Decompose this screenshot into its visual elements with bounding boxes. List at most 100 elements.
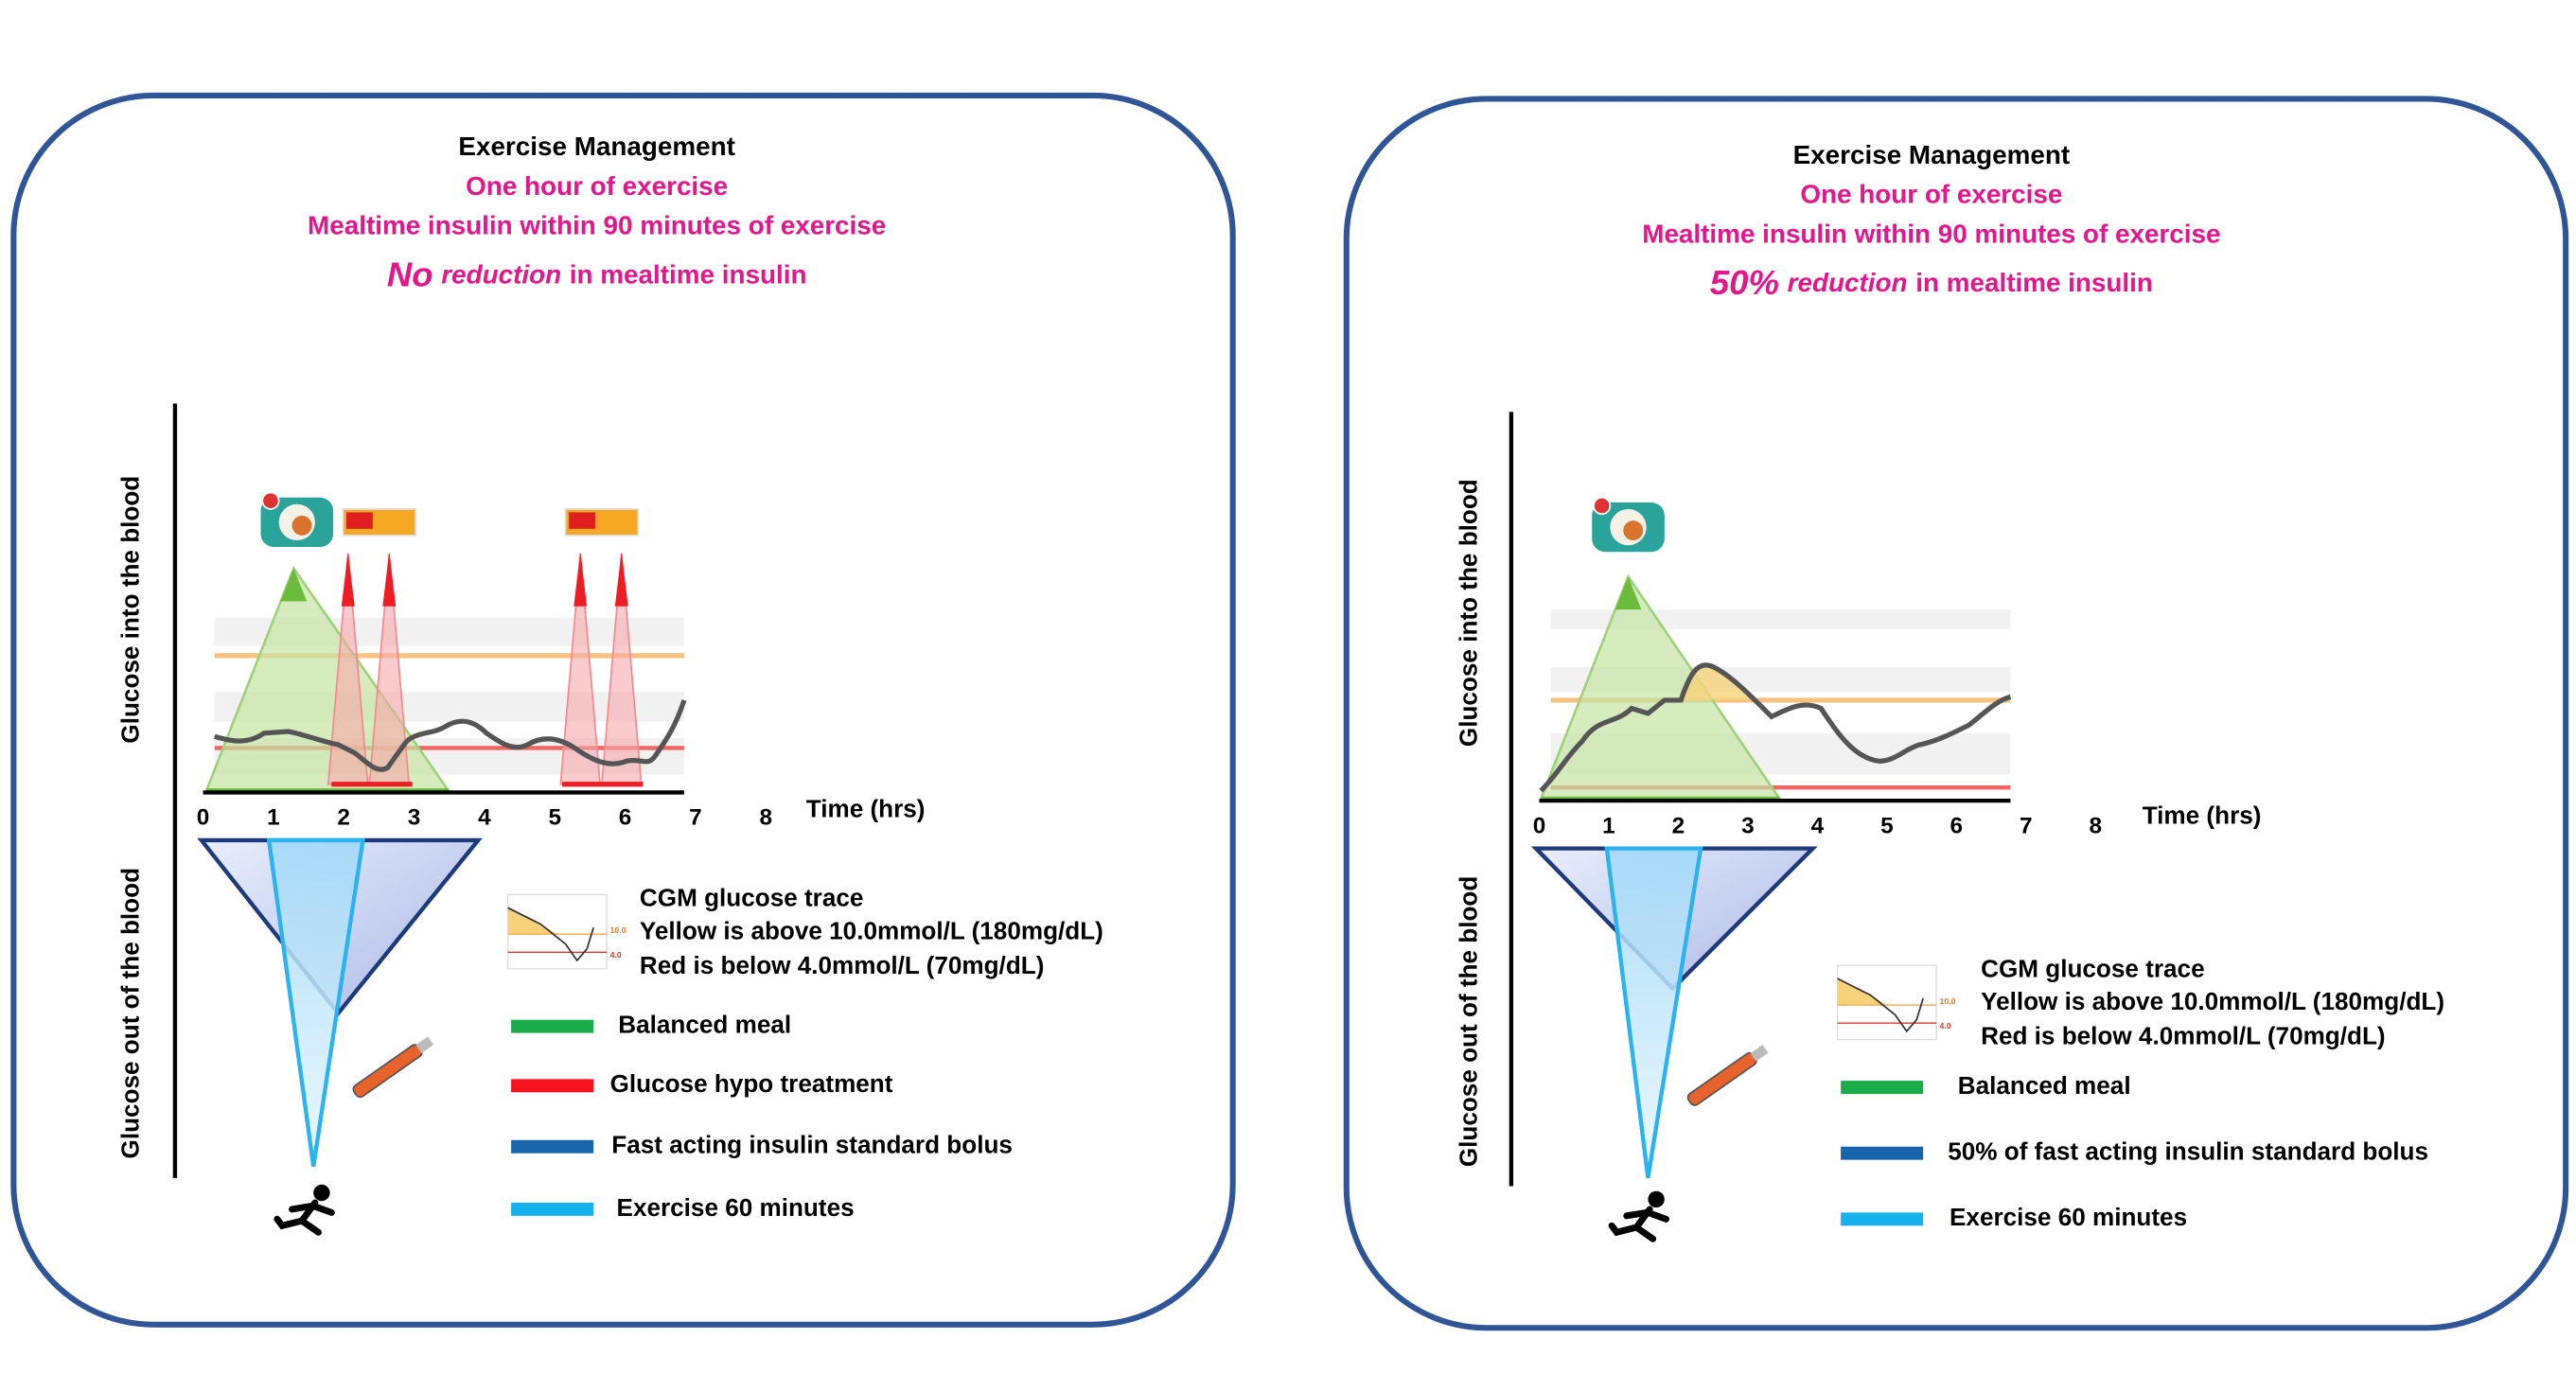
reduction-line: 50% reduction in mealtime insulin bbox=[1710, 263, 2153, 302]
y-label-bottom: Glucose out of the blood bbox=[116, 868, 145, 1159]
x-tick-label: 6 bbox=[1950, 813, 1964, 838]
y-label-bottom: Glucose out of the blood bbox=[1454, 876, 1482, 1168]
x-tick-label: 7 bbox=[689, 805, 702, 831]
cgm-icon-trace bbox=[1837, 978, 1924, 1033]
pen-cap bbox=[415, 1036, 434, 1053]
x-tick-label: 8 bbox=[759, 805, 772, 831]
x-tick-label: 4 bbox=[478, 805, 491, 831]
dextro-label bbox=[569, 512, 595, 529]
meal-cup bbox=[1593, 496, 1612, 516]
dextro-label bbox=[346, 512, 373, 529]
reduction-word: reduction bbox=[441, 260, 561, 290]
legend-swatch bbox=[511, 1139, 594, 1154]
runner-body bbox=[273, 1199, 335, 1236]
exercise-funnel bbox=[266, 837, 365, 1167]
cgm-legend-text: Yellow is above 10.0mmol/L (180mg/dL) bbox=[1981, 987, 2444, 1015]
cgm-legend-text: Red is below 4.0mmol/L (70mg/dL) bbox=[640, 951, 1045, 979]
meal-peak bbox=[280, 568, 308, 602]
legend-swatch bbox=[511, 1019, 594, 1033]
x-tick-label: 8 bbox=[2089, 813, 2102, 838]
range-band bbox=[1550, 609, 2011, 630]
legend-label: Balanced meal bbox=[618, 1011, 791, 1039]
legend-swatch bbox=[1841, 1081, 1924, 1095]
meal-food bbox=[1623, 520, 1644, 541]
x-axis-label: Time (hrs) bbox=[806, 794, 926, 822]
x-axis-label: Time (hrs) bbox=[2143, 801, 2262, 829]
cgm-trace bbox=[1539, 662, 2012, 793]
reduction-rest: in mealtime insulin bbox=[570, 260, 807, 290]
reduction-amount: No bbox=[387, 255, 433, 293]
panel-subtitle: One hour of exercise bbox=[466, 171, 728, 201]
insulin-pen bbox=[352, 1036, 434, 1099]
pen-body bbox=[1686, 1051, 1757, 1106]
legend-label: Fast acting insulin standard bolus bbox=[611, 1131, 1013, 1159]
legend-swatch bbox=[511, 1202, 594, 1216]
runner bbox=[273, 1184, 335, 1236]
panel-title: Exercise Management bbox=[1793, 140, 2071, 169]
reduction-line: No reduction in mealtime insulin bbox=[387, 255, 807, 293]
hypo-spike bbox=[614, 552, 628, 607]
hypo-spike bbox=[382, 552, 397, 607]
legend-swatch bbox=[1841, 1146, 1924, 1160]
y-label-top: Glucose into the blood bbox=[1454, 479, 1482, 747]
reduction-word: reduction bbox=[1788, 269, 1908, 298]
meal-triangle bbox=[204, 565, 451, 792]
pen-cap bbox=[1750, 1045, 1769, 1062]
legend-label: Exercise 60 minutes bbox=[1950, 1203, 2187, 1231]
x-tick-label: 6 bbox=[619, 805, 632, 831]
cgm-icon-low-label: 4.0 bbox=[1940, 1021, 1951, 1030]
x-tick-label: 5 bbox=[1880, 813, 1894, 838]
cgm-icon-trace bbox=[507, 907, 594, 962]
exercise-funnel bbox=[1604, 846, 1703, 1179]
legend-label: Balanced meal bbox=[1958, 1071, 2131, 1100]
panel: Exercise Management One hour of exercise M… bbox=[1343, 96, 2569, 1331]
meal-cup bbox=[261, 491, 280, 510]
runner-head bbox=[313, 1184, 330, 1202]
legend-label: 50% of fast acting insulin standard bolu… bbox=[1948, 1137, 2428, 1166]
y-label-top: Glucose into the blood bbox=[116, 476, 145, 744]
panel: Exercise Management One hour of exercise M… bbox=[10, 92, 1236, 1328]
insulin-pen bbox=[1686, 1045, 1769, 1106]
cgm-legend-text: CGM glucose trace bbox=[640, 883, 864, 911]
hypo-spike bbox=[573, 552, 588, 607]
cgm-legend-text: CGM glucose trace bbox=[1981, 954, 2205, 982]
reduction-amount: 50% bbox=[1710, 263, 1779, 302]
legend-label: Glucose hypo treatment bbox=[610, 1069, 893, 1098]
cgm-icon-low-label: 4.0 bbox=[610, 950, 622, 960]
x-tick-label: 1 bbox=[267, 805, 280, 831]
cgm-trace bbox=[213, 699, 687, 772]
cgm-icon-high-label: 10.0 bbox=[1940, 996, 1956, 1006]
runner-body bbox=[1608, 1206, 1670, 1242]
hypo-spike bbox=[341, 552, 355, 607]
panel-subtitle: One hour of exercise bbox=[1800, 180, 2062, 209]
cgm-icon-high-label: 10.0 bbox=[610, 925, 626, 935]
legend-swatch bbox=[1841, 1212, 1924, 1226]
runner bbox=[1608, 1190, 1670, 1242]
legend-label: Exercise 60 minutes bbox=[617, 1193, 855, 1222]
x-tick-label: 2 bbox=[1672, 813, 1685, 838]
x-tick-label: 0 bbox=[1533, 813, 1546, 838]
x-tick-label: 3 bbox=[1741, 813, 1755, 838]
panel-timing: Mealtime insulin within 90 minutes of ex… bbox=[1642, 219, 2220, 248]
high-area bbox=[1681, 664, 1756, 700]
x-tick-label: 4 bbox=[1811, 813, 1825, 838]
x-tick-label: 5 bbox=[548, 805, 561, 831]
x-tick-label: 3 bbox=[408, 805, 421, 831]
meal-food bbox=[291, 515, 312, 536]
x-tick-label: 1 bbox=[1602, 813, 1615, 838]
pen-body bbox=[352, 1044, 423, 1099]
x-tick-label: 2 bbox=[337, 805, 350, 831]
reduction-rest: in mealtime insulin bbox=[1915, 269, 2153, 298]
legend-swatch bbox=[511, 1079, 594, 1093]
panel-title: Exercise Management bbox=[458, 132, 735, 161]
runner-head bbox=[1648, 1190, 1665, 1208]
cgm-legend-text: Red is below 4.0mmol/L (70mg/dL) bbox=[1981, 1022, 2386, 1050]
meal-peak bbox=[1614, 576, 1642, 610]
x-tick-label: 7 bbox=[2020, 813, 2033, 838]
x-tick-label: 0 bbox=[197, 805, 210, 831]
panel-timing: Mealtime insulin within 90 minutes of ex… bbox=[308, 211, 886, 240]
panel-frame bbox=[10, 92, 1236, 1328]
cgm-legend-text: Yellow is above 10.0mmol/L (180mg/dL) bbox=[640, 916, 1103, 944]
